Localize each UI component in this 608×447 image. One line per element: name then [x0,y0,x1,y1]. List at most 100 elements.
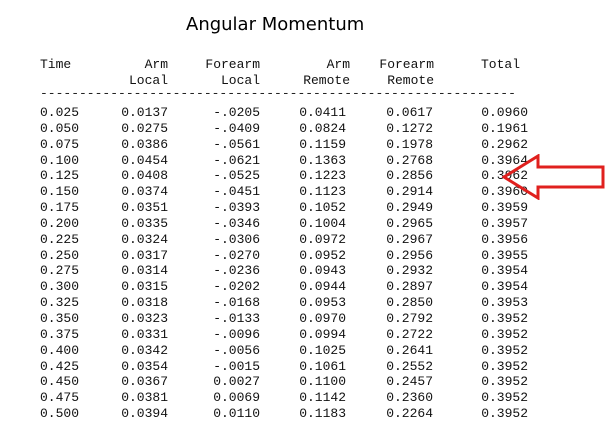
table-cell: -.0621 [213,152,260,168]
table-cell: 0.2850 [386,295,433,311]
table-cell: 0.3955 [481,247,528,263]
table-row: 0.050 0.0275 -.0409 0.0824 0.1272 0.1961 [0,121,608,137]
red-arrow-left-icon [502,154,605,200]
table-cell: 0.3952 [481,390,528,406]
table-cell: -.0168 [213,295,260,311]
table-cell: 0.3954 [481,263,528,279]
table-cell: 0.2722 [386,326,433,342]
table-cell: 0.0323 [121,310,168,326]
table-row: 0.075 0.0386 -.0561 0.1159 0.1978 0.2962 [0,137,608,153]
table-cell: 0.250 [40,247,80,263]
table-cell: 0.1183 [299,406,346,422]
arrow-shape [502,154,605,200]
table-cell: 0.2949 [386,200,433,216]
table-cell: 0.0972 [299,231,346,247]
table-cell: 0.2792 [386,310,433,326]
table-cell: 0.0960 [481,105,528,120]
data-table: 0.025 0.0137 -.0205 0.0411 0.0617 0.0960 0.050… [0,105,608,422]
table-cell: 0.325 [40,295,80,311]
table-cell: 0.2956 [386,247,433,263]
table-cell: 0.2264 [386,406,433,422]
table-row: 0.500 0.0394 0.0110 0.1183 0.2264 0.3952 [0,406,608,422]
table-cell: 0.0324 [121,231,168,247]
table-cell: 0.1004 [299,215,346,231]
header-forearm-remote: Forearm Remote [376,57,434,89]
table-cell: 0.0994 [299,326,346,342]
table-cell: 0.225 [40,231,80,247]
table-cell: -.0096 [213,326,260,342]
table-cell: 0.3959 [481,200,528,216]
table-cell: 0.2965 [386,215,433,231]
table-cell: 0.050 [40,120,80,136]
header-arm-local-line1: Arm [144,57,168,72]
table-row: 0.300 0.0315 -.0202 0.0944 0.2897 0.3954 [0,279,608,295]
header-forearm-local: Forearm Local [200,57,260,89]
table-cell: 0.500 [40,406,80,422]
table-cell: 0.0315 [121,279,168,295]
table-cell: -.0205 [213,105,260,120]
table-cell: -.0202 [213,279,260,295]
table-row: 0.100 0.0454 -.0621 0.1363 0.2768 0.3964 [0,153,608,169]
table-row: 0.225 0.0324 -.0306 0.0972 0.2967 0.3956 [0,232,608,248]
table-cell: 0.2932 [386,263,433,279]
table-cell: -.0561 [213,136,260,152]
table-cell: 0.0944 [299,279,346,295]
table-cell: 0.2856 [386,168,433,184]
table-cell: 0.025 [40,105,80,120]
table-cell: 0.300 [40,279,80,295]
table-cell: 0.1061 [299,358,346,374]
table-cell: 0.0317 [121,247,168,263]
table-cell: 0.0394 [121,406,168,422]
table-cell: 0.0408 [121,168,168,184]
table-row: 0.150 0.0374 -.0451 0.1123 0.2914 0.3960 [0,184,608,200]
table-cell: 0.100 [40,152,80,168]
page-title: Angular Momentum [186,14,365,35]
table-cell: 0.2552 [386,358,433,374]
table-cell: -.0270 [213,247,260,263]
table-cell: 0.0617 [386,105,433,120]
table-cell: 0.2768 [386,152,433,168]
table-cell: 0.450 [40,374,80,390]
table-cell: -.0133 [213,310,260,326]
table-row: 0.425 0.0354 -.0015 0.1061 0.2552 0.3952 [0,359,608,375]
table-cell: -.0409 [213,120,260,136]
header-arm-remote: Arm Remote [294,57,350,89]
table-cell: 0.3952 [481,342,528,358]
table-cell: 0.1159 [299,136,346,152]
table-cell: 0.3952 [481,326,528,342]
header-arm-local-line2: Local [128,73,168,88]
table-row: 0.325 0.0318 -.0168 0.0953 0.2850 0.3953 [0,295,608,311]
table-cell: -.0306 [213,231,260,247]
table-cell: 0.2914 [386,184,433,200]
table-cell: 0.1123 [299,184,346,200]
table-cell: 0.125 [40,168,80,184]
table-cell: 0.1272 [386,120,433,136]
header-forearm-remote-line2: Remote [387,73,434,88]
table-row: 0.275 0.0314 -.0236 0.0943 0.2932 0.3954 [0,263,608,279]
table-cell: 0.3956 [481,231,528,247]
table-row: 0.125 0.0408 -.0525 0.1223 0.2856 0.3962 [0,168,608,184]
table-cell: 0.175 [40,200,80,216]
table-row: 0.025 0.0137 -.0205 0.0411 0.0617 0.0960 [0,105,608,121]
table-cell: -.0393 [213,200,260,216]
table-cell: 0.0367 [121,374,168,390]
table-row: 0.475 0.0381 0.0069 0.1142 0.2360 0.3952 [0,390,608,406]
table-cell: 0.350 [40,310,80,326]
table-cell: 0.0331 [121,326,168,342]
table-cell: 0.0386 [121,136,168,152]
table-cell: 0.1100 [299,374,346,390]
table-cell: 0.2967 [386,231,433,247]
table-cell: 0.0952 [299,247,346,263]
table-cell: 0.0970 [299,310,346,326]
table-cell: 0.1961 [481,120,528,136]
table-row: 0.375 0.0331 -.0096 0.0994 0.2722 0.3952 [0,327,608,343]
table-cell: 0.3964 [481,152,528,168]
table-cell: 0.3952 [481,310,528,326]
table-cell: 0.3952 [481,358,528,374]
table-row: 0.450 0.0367 0.0027 0.1100 0.2457 0.3952 [0,374,608,390]
table-cell: 0.3952 [481,374,528,390]
table-cell: 0.0318 [121,295,168,311]
table-cell: 0.1223 [299,168,346,184]
table-cell: 0.075 [40,136,80,152]
table-cell: 0.1978 [386,136,433,152]
